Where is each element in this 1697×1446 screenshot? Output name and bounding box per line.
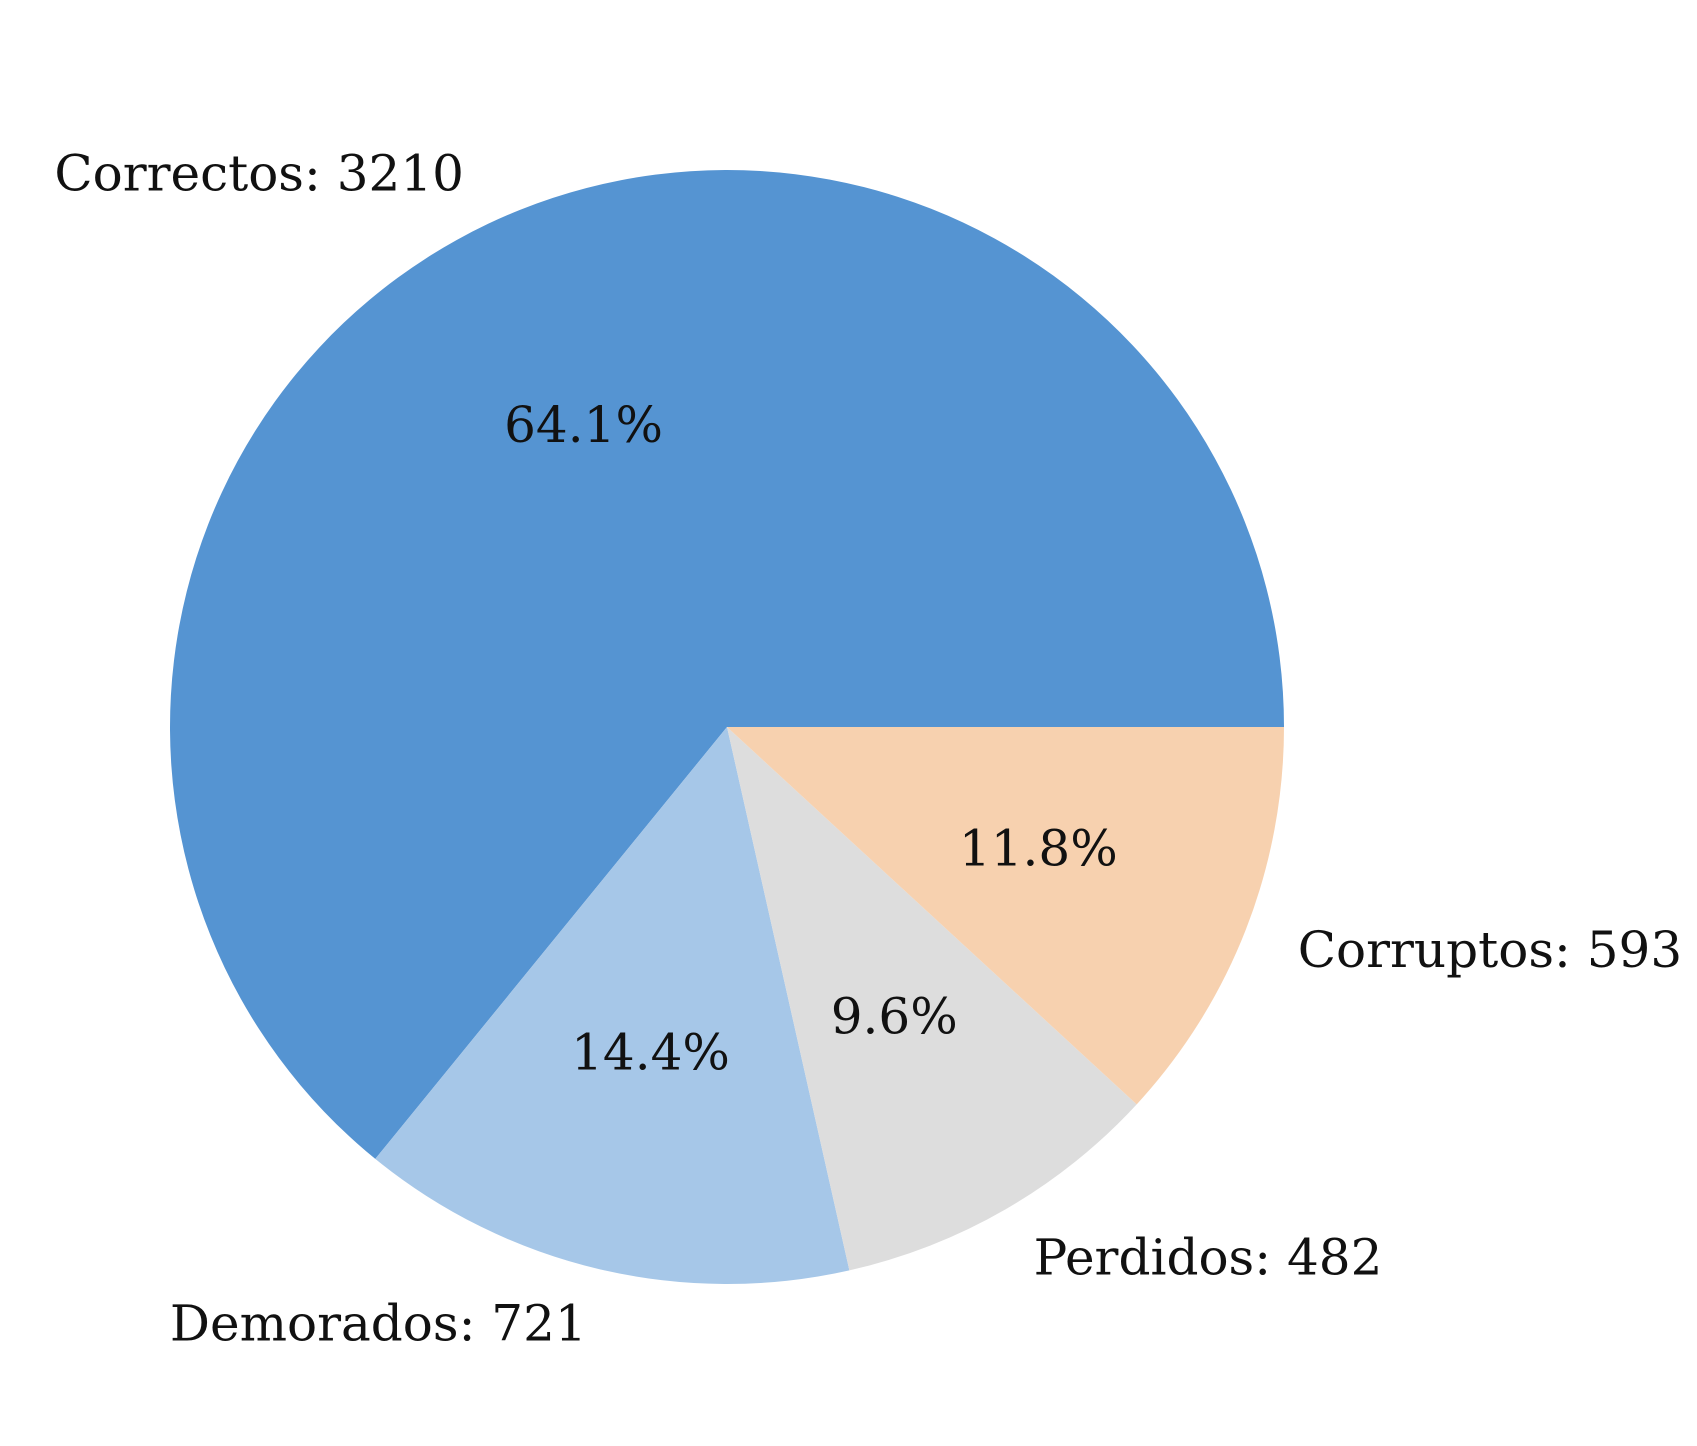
slice-label-correctos: Correctos: 3210: [54, 145, 464, 203]
percent-labels: 64.1% 14.4% 9.6% 11.8%: [504, 396, 1118, 1081]
pie-slice-perdidos: [727, 727, 1137, 1271]
percent-label-corruptos: 11.8%: [959, 820, 1118, 878]
slice-label-corruptos: Corruptos: 593: [1298, 921, 1682, 979]
pie-slice-demorados: [375, 727, 850, 1284]
percent-label-demorados: 14.4%: [571, 1023, 730, 1081]
pie-slice-corruptos: [727, 727, 1284, 1105]
pie-slice-correctos: [169, 170, 1285, 1159]
pie-slices: [169, 170, 1285, 1284]
percent-label-correctos: 64.1%: [504, 396, 663, 454]
slice-label-perdidos: Perdidos: 482: [1034, 1228, 1383, 1286]
slice-label-demorados: Demorados: 721: [170, 1294, 587, 1352]
slice-labels: Correctos: 3210 Demorados: 721 Perdidos: 4…: [54, 145, 1682, 1353]
percent-label-perdidos: 9.6%: [831, 987, 958, 1045]
